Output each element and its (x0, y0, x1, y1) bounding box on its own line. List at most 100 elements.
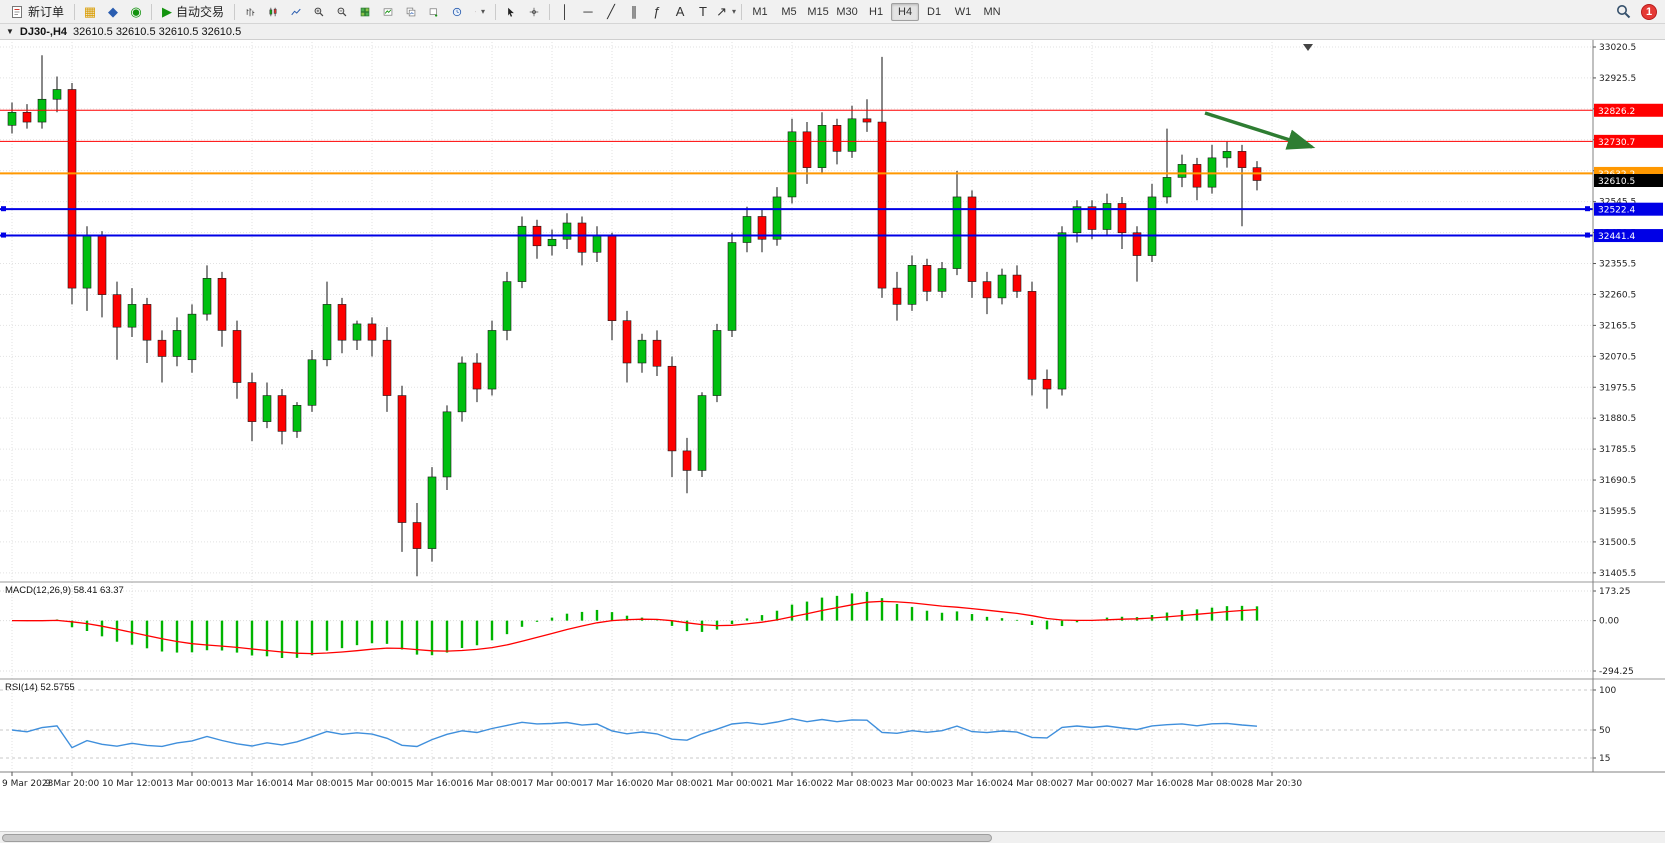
svg-text:28 Mar 20:30: 28 Mar 20:30 (1242, 779, 1302, 789)
svg-text:9 Mar 2023: 9 Mar 2023 (2, 779, 53, 789)
horizontal-scrollbar[interactable] (0, 831, 1665, 843)
price-level-label (1594, 173, 1663, 187)
svg-text:15: 15 (1599, 754, 1610, 764)
svg-text:31595.5: 31595.5 (1599, 507, 1636, 517)
timeframe-d1[interactable]: D1 (927, 5, 942, 18)
line-chart-mode-icon[interactable] (285, 2, 307, 22)
autotrading-button[interactable]: ▶ 自动交易 (156, 2, 230, 22)
chart-canvas[interactable]: 173.25 0.00 -294.25 100 50 15 33020.5 32925.5 32… (0, 40, 1665, 796)
terminal-icon[interactable]: ◉ (130, 4, 142, 19)
svg-text:32355.5: 32355.5 (1599, 260, 1636, 270)
search-icon[interactable] (1616, 4, 1631, 19)
indicators-icon[interactable] (377, 2, 399, 22)
svg-text:32925.5: 32925.5 (1599, 74, 1636, 84)
svg-text:32522.4: 32522.4 (1598, 206, 1635, 216)
svg-text:27 Mar 16:00: 27 Mar 16:00 (1122, 779, 1182, 789)
new-order-label: 新订单 (28, 5, 65, 19)
new-chart-icon[interactable] (423, 2, 445, 22)
price-level-label (1594, 229, 1663, 243)
scrollbar-thumb[interactable] (2, 833, 992, 842)
arrows-tool-icon[interactable]: ↗ ▾ (716, 4, 736, 19)
svg-text:15 Mar 00:00: 15 Mar 00:00 (342, 779, 402, 789)
svg-text:31975.5: 31975.5 (1599, 383, 1636, 393)
svg-text:31405.5: 31405.5 (1599, 569, 1636, 579)
svg-text:0.00: 0.00 (1599, 617, 1619, 627)
toolbar-right-group: 1 (1616, 3, 1661, 20)
rsi-indicator-label: RSI(14) 52.5755 (5, 682, 75, 693)
toolbar-separator (74, 3, 76, 20)
toolbar-separator (549, 3, 551, 20)
crosshair-icon[interactable] (523, 2, 545, 22)
svg-text:32610.5: 32610.5 (1598, 177, 1635, 187)
svg-text:17 Mar 00:00: 17 Mar 00:00 (522, 779, 582, 789)
svg-text:21 Mar 00:00: 21 Mar 00:00 (702, 779, 762, 789)
svg-text:13 Mar 00:00: 13 Mar 00:00 (162, 779, 222, 789)
clock-icon[interactable] (446, 2, 468, 22)
market-watch-icon[interactable]: ▦ (83, 4, 97, 19)
svg-text:32070.5: 32070.5 (1599, 352, 1636, 362)
svg-text:27 Mar 00:00: 27 Mar 00:00 (1062, 779, 1122, 789)
new-order-button[interactable]: 新订单 (4, 2, 70, 22)
tile-windows-icon[interactable] (354, 2, 376, 22)
vertical-line-tool-icon[interactable]: │ (560, 4, 570, 19)
svg-text:13 Mar 16:00: 13 Mar 16:00 (222, 779, 282, 789)
cascade-windows-icon[interactable] (400, 2, 422, 22)
svg-text:23 Mar 00:00: 23 Mar 00:00 (882, 779, 942, 789)
window-menu-icon[interactable]: ▼ (6, 27, 14, 36)
svg-text:32826.2: 32826.2 (1598, 107, 1635, 117)
channel-tool-icon[interactable]: ∥ (630, 4, 638, 19)
trendline-tool-icon[interactable]: ╱ (607, 4, 615, 19)
main-toolbar: 新订单 ▦ ◆ ◉ ▶ 自动交易 ▾ │ ─ ╱ ∥ ƒ A T ↗ ▾ M1 M… (0, 0, 1665, 24)
new-order-icon (12, 5, 22, 18)
candles-layer[interactable] (7, 55, 1262, 577)
svg-text:31785.5: 31785.5 (1599, 445, 1636, 455)
templates-dropdown-icon: ▾ (481, 7, 486, 16)
price-level-label (1594, 103, 1663, 117)
chart-quotes: 32610.5 32610.5 32610.5 32610.5 (73, 25, 242, 38)
navigator-icon[interactable]: ◆ (108, 4, 119, 19)
notification-badge[interactable]: 1 (1641, 3, 1657, 20)
timeframe-h1[interactable]: H1 (869, 5, 884, 18)
chart-titlebar: ▼ DJ30-,H4 32610.5 32610.5 32610.5 32610… (0, 24, 1665, 40)
templates-icon[interactable]: ▾ (469, 2, 491, 22)
candlestick-mode-icon[interactable] (262, 2, 284, 22)
toolbar-separator (741, 3, 743, 20)
trend-arrow-annotation[interactable] (1204, 111, 1316, 150)
toolbar-separator (495, 3, 497, 20)
timeframe-m1[interactable]: M1 (752, 5, 768, 18)
timeframe-m5[interactable]: M5 (781, 5, 797, 18)
macd-signal-line (11, 600, 1258, 655)
svg-text:10 Mar 12:00: 10 Mar 12:00 (102, 779, 162, 789)
timeframe-h4[interactable]: H4 (891, 2, 920, 21)
autotrading-label: 自动交易 (176, 5, 225, 19)
svg-text:9 Mar 20:00: 9 Mar 20:00 (45, 779, 100, 789)
horizontal-line-tool-icon[interactable]: ─ (583, 4, 593, 19)
svg-text:32260.5: 32260.5 (1599, 290, 1636, 300)
zoom-out-icon[interactable] (331, 2, 353, 22)
svg-text:32545.5: 32545.5 (1599, 198, 1636, 208)
price-level-label (1594, 202, 1663, 216)
svg-text:31690.5: 31690.5 (1599, 476, 1636, 486)
chart-area[interactable]: 173.25 0.00 -294.25 100 50 15 33020.5 32925.5 32… (0, 40, 1665, 796)
svg-text:32165.5: 32165.5 (1599, 321, 1636, 331)
timeframe-m30[interactable]: M30 (836, 5, 858, 18)
bar-chart-mode-icon[interactable] (239, 2, 261, 22)
rsi-line (11, 717, 1258, 749)
svg-text:16 Mar 08:00: 16 Mar 08:00 (462, 779, 522, 789)
svg-text:14 Mar 08:00: 14 Mar 08:00 (282, 779, 342, 789)
timeframe-mn[interactable]: MN (983, 5, 1001, 18)
macd-indicator-label: MACD(12,26,9) 58.41 63.37 (5, 585, 124, 596)
chart-shift-marker[interactable] (1303, 44, 1313, 51)
fibonacci-tool-icon[interactable]: ƒ (653, 4, 661, 19)
macd-histogram (25, 591, 1259, 659)
svg-text:-294.25: -294.25 (1599, 667, 1634, 677)
zoom-in-icon[interactable] (308, 2, 330, 22)
timeframe-m15[interactable]: M15 (807, 5, 829, 18)
autotrading-play-icon: ▶ (162, 4, 173, 19)
cursor-icon[interactable] (500, 2, 522, 22)
svg-text:21 Mar 16:00: 21 Mar 16:00 (762, 779, 822, 789)
timeframe-w1[interactable]: W1 (954, 5, 972, 18)
svg-text:17 Mar 16:00: 17 Mar 16:00 (582, 779, 642, 789)
text-label-tool-icon[interactable]: T (699, 4, 707, 19)
text-tool-icon[interactable]: A (675, 4, 685, 19)
